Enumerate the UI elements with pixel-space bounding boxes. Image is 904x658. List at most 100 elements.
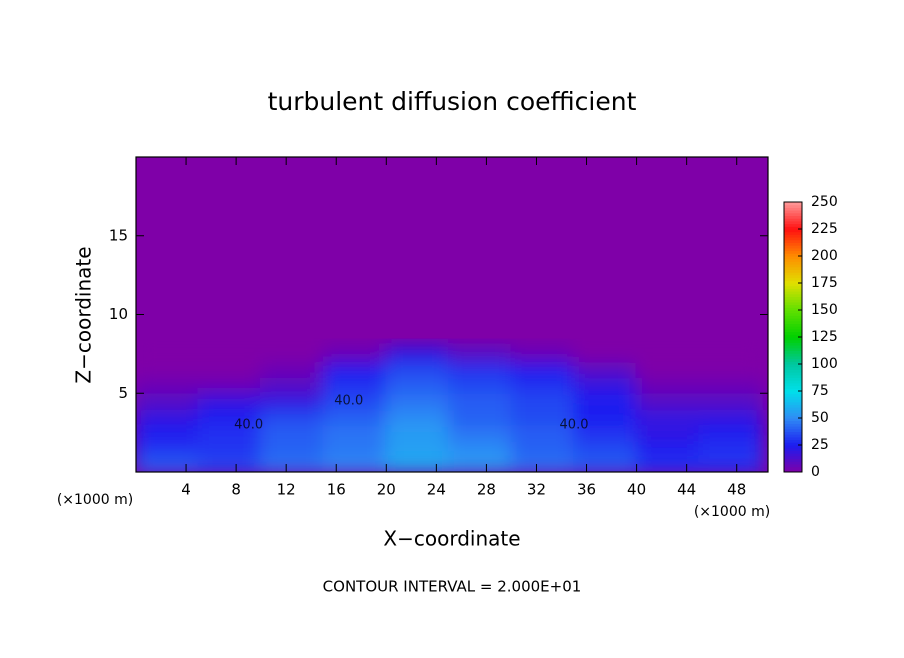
colorbar-tick-label: 100 [811, 356, 838, 372]
colorbar-step [784, 229, 802, 233]
field-cell [698, 455, 763, 472]
colorbar-step [784, 393, 802, 397]
colorbar-step [784, 428, 802, 432]
colorbar-step [784, 358, 802, 362]
colorbar-step [784, 337, 802, 341]
field-cell [510, 376, 576, 395]
x-unit: (×1000 m) [694, 504, 770, 520]
field-cell [635, 392, 701, 410]
colorbar-step [784, 353, 802, 357]
colorbar-step [784, 301, 802, 306]
y-tick-label: 10 [109, 305, 128, 323]
field-cell [260, 376, 325, 395]
colorbar-step [784, 269, 802, 273]
colorbar-tick-label: 250 [811, 194, 838, 210]
field-cell [322, 376, 388, 395]
colorbar-step [784, 439, 802, 443]
field-cell [197, 376, 263, 395]
colorbar-step [784, 466, 802, 470]
field-cell [698, 376, 763, 395]
colorbar-step [784, 256, 802, 260]
field-cell [385, 392, 450, 410]
field-cell [510, 392, 576, 410]
field-cell [260, 455, 325, 472]
colorbar-step [784, 380, 802, 384]
colorbar-step [784, 315, 802, 319]
colorbar-step [784, 310, 802, 314]
chart-title: turbulent diffusion coefficient [268, 87, 637, 116]
field-cell [635, 439, 701, 458]
colorbar-step [784, 355, 802, 360]
field-cell [197, 360, 263, 379]
field-cell [447, 408, 513, 426]
field-cell [635, 408, 701, 426]
colorbar-step [784, 234, 802, 238]
field-cell [573, 455, 638, 472]
colorbar-step [784, 231, 802, 235]
colorbar-step [784, 339, 802, 343]
colorbar-tick-label: 125 [811, 329, 838, 345]
field-cell [136, 455, 200, 472]
field-cell [447, 392, 513, 410]
colorbar-step [784, 377, 802, 381]
colorbar-step [784, 434, 802, 438]
field-cell [260, 392, 325, 410]
colorbar-step [784, 407, 802, 411]
y-axis-label: Z−coordinate [72, 246, 96, 383]
field-cell [447, 439, 513, 458]
colorbar-step [784, 223, 802, 227]
contour-label: 40.0 [560, 417, 589, 432]
colorbar-step [784, 204, 802, 208]
colorbar-step [784, 388, 802, 392]
overlay: 40.040.040.04 8 12 16 20 24 28 32 36 40 44 48510150… [109, 157, 838, 499]
field-cell [447, 455, 513, 472]
field-cell [385, 439, 450, 458]
field-cell [136, 408, 200, 426]
colorbar-step [784, 291, 802, 295]
colorbar-step [784, 450, 802, 454]
colorbar-step [784, 445, 802, 449]
x-tick-label: 44 [677, 481, 696, 499]
field [136, 157, 768, 472]
field-cell [510, 455, 576, 472]
field-cell [136, 345, 200, 363]
colorbar-step [784, 258, 802, 262]
colorbar-tick-label: 50 [811, 410, 829, 426]
field-cell [447, 376, 513, 395]
colorbar-step [784, 326, 802, 330]
colorbar-step [784, 334, 802, 338]
field-cell [260, 408, 325, 426]
x-axis-label: X−coordinate [383, 527, 520, 551]
y-tick-label: 5 [118, 384, 128, 402]
colorbar-step [784, 312, 802, 316]
field-cell [573, 376, 638, 395]
colorbar-step [784, 261, 802, 265]
x-tick-label: 12 [277, 481, 296, 499]
colorbar-step [784, 442, 802, 446]
colorbar-step [784, 323, 802, 327]
field-cell [573, 360, 638, 379]
colorbar-step [784, 328, 802, 333]
colorbar-step [784, 215, 802, 219]
field-cell [322, 360, 388, 379]
field-cell [322, 392, 388, 410]
colorbar-step [784, 250, 802, 254]
field-cell [573, 345, 638, 363]
colorbar-step [784, 264, 802, 268]
colorbar-step [784, 409, 802, 414]
colorbar-step [784, 274, 802, 279]
colorbar-step [784, 245, 802, 249]
x-tick-label: 8 [231, 481, 241, 499]
field-cell [197, 408, 263, 426]
colorbar-step [784, 369, 802, 373]
field-cell [385, 360, 450, 379]
field-cell [197, 345, 263, 363]
field-cell [385, 408, 450, 426]
x-tick-label: 36 [577, 481, 596, 499]
colorbar-step [784, 401, 802, 405]
field-cell [573, 423, 638, 442]
field-cell [635, 376, 701, 395]
colorbar-step [784, 453, 802, 457]
field-cells [136, 345, 763, 472]
